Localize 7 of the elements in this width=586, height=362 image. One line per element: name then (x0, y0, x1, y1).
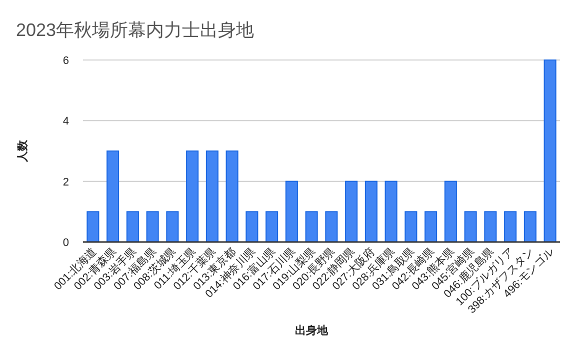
title: 2023年秋場所幕内力士出身地 (16, 20, 254, 40)
x-axis-title: 出身地 (295, 324, 329, 337)
y-tick-label: 0 (62, 237, 69, 249)
y-tick-label: 4 (62, 116, 69, 128)
y-tick-label: 6 (62, 55, 69, 67)
y-axis-title: 人数 (16, 139, 29, 163)
y-tick-label: 2 (62, 176, 69, 188)
